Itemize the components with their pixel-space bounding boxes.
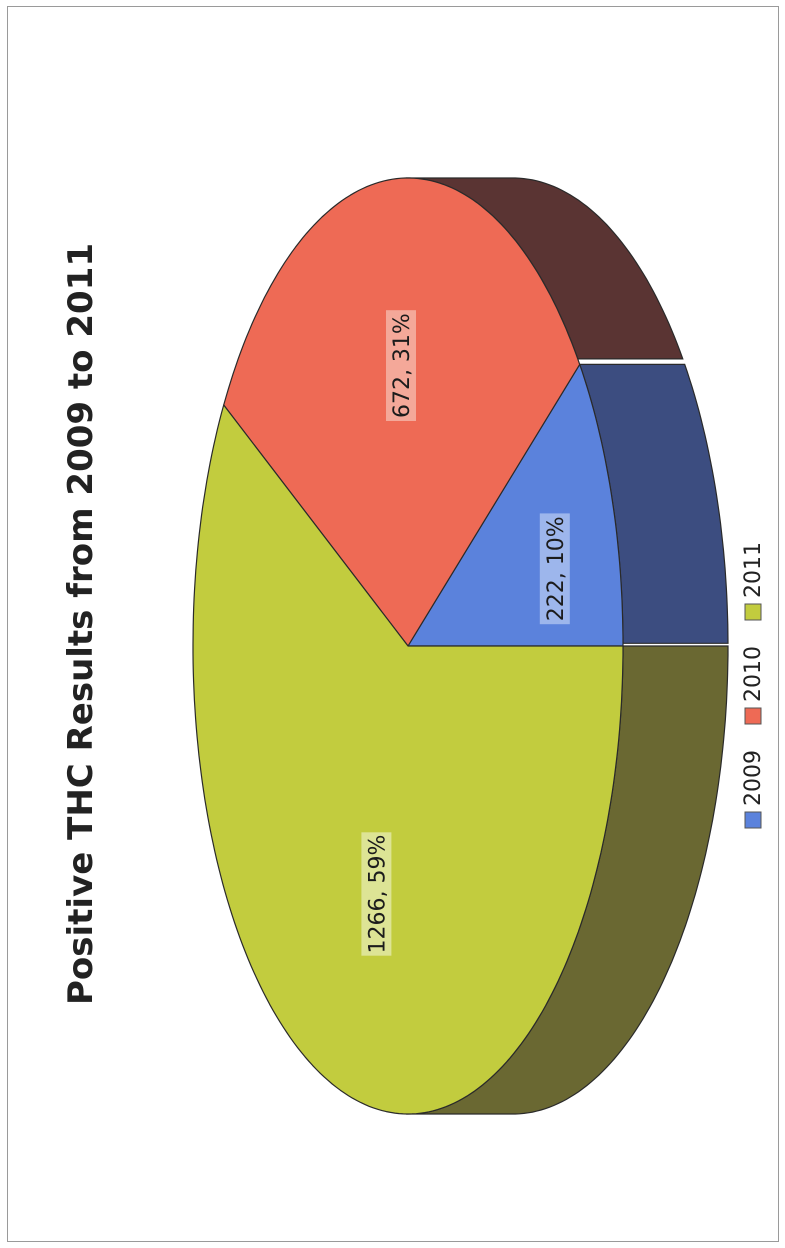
legend-label-2009: 2009 [741, 750, 766, 806]
data-label-bg-2011 [361, 832, 392, 956]
data-label-bg-2010 [386, 310, 416, 421]
data-label-2010: 672, 31% [390, 313, 415, 418]
legend-label-2010: 2010 [741, 646, 766, 702]
pie-slice-2011 [192, 404, 624, 1115]
data-label-2009: 222, 10% [544, 516, 569, 621]
data-label-2011: 1266, 59% [365, 835, 390, 954]
data-label-bg-2009 [539, 513, 570, 625]
legend-swatch-2011 [744, 603, 762, 621]
chart-title: Positive THC Results from 2009 to 2011 [61, 243, 101, 1005]
pie-side-walls [405, 177, 729, 1115]
legend-label-2011: 2011 [741, 542, 766, 598]
legend-swatch-2010 [744, 707, 762, 725]
legend-swatch-2009 [744, 811, 762, 829]
data-labels: 222, 10% 672, 31% 1266, 59% [361, 310, 570, 956]
legend: 2009 2010 2011 [741, 542, 766, 829]
